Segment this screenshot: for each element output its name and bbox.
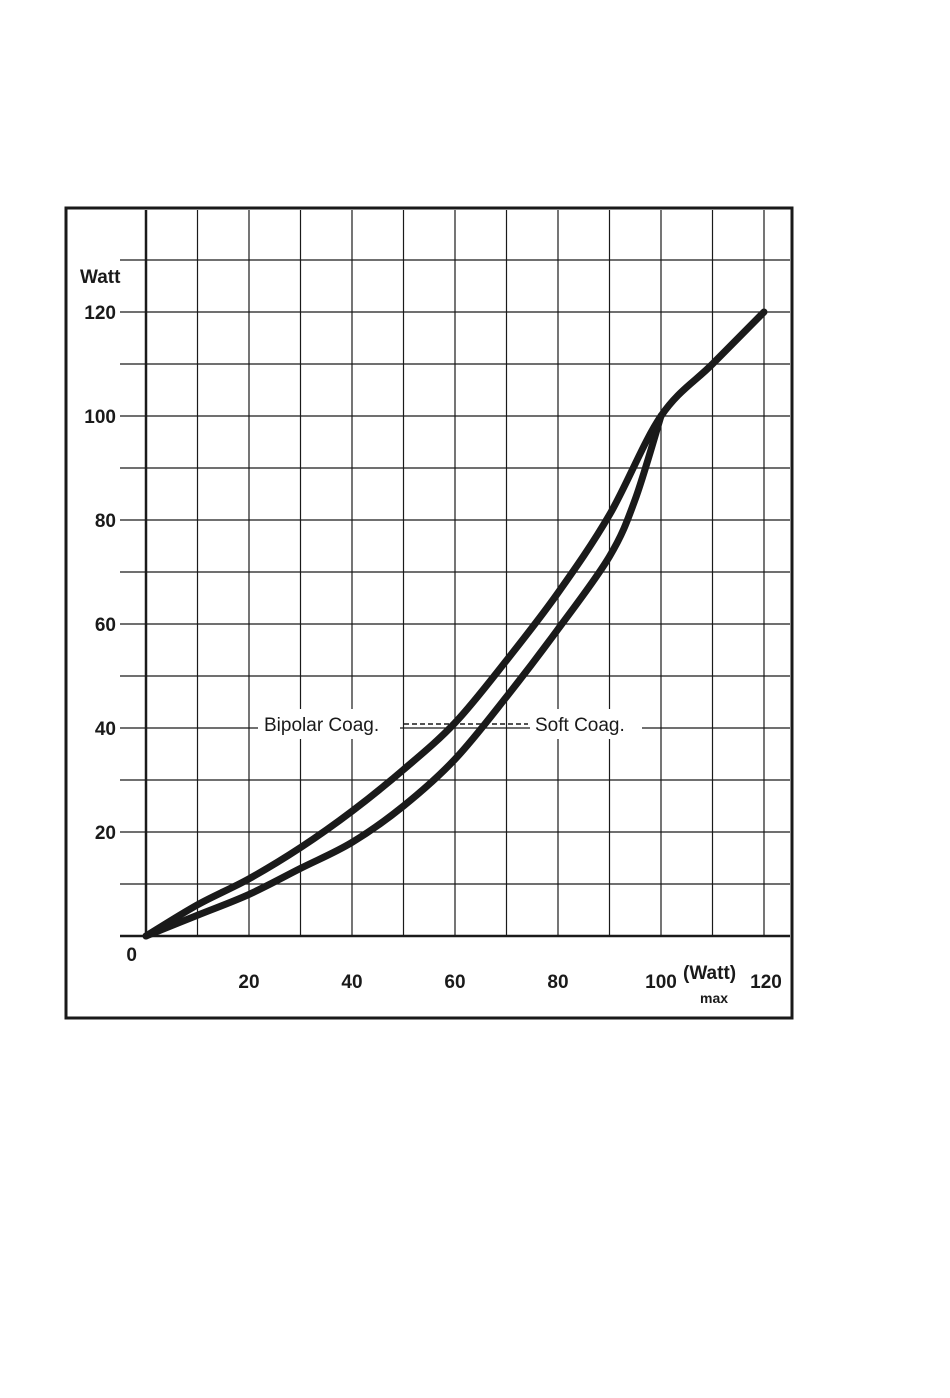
y-tick-label: 0 xyxy=(126,945,137,966)
x-axis-title: (Watt) xyxy=(683,963,736,984)
series xyxy=(142,308,768,940)
series-label-bipolar: Bipolar Coag. xyxy=(264,715,379,736)
y-tick-label: 120 xyxy=(84,303,116,324)
x-tick-label: 120 xyxy=(750,972,782,993)
label-bg-soft xyxy=(530,709,642,739)
series-labels: Bipolar Coag. Soft Coag. xyxy=(258,709,642,739)
series-label-soft: Soft Coag. xyxy=(535,715,625,736)
x-axis-subtitle: max xyxy=(700,990,728,1006)
y-tick-label: 40 xyxy=(95,719,116,740)
x-tick-label: 40 xyxy=(341,972,362,993)
label-bg-bipolar xyxy=(258,709,400,739)
y-tick-label: 80 xyxy=(95,511,116,532)
grid xyxy=(120,210,790,938)
y-tick-label: 60 xyxy=(95,615,116,636)
x-tick-label: 60 xyxy=(444,972,465,993)
y-tick-label: 20 xyxy=(95,823,116,844)
y-tick-label: 100 xyxy=(84,407,116,428)
x-tick-label: 100 xyxy=(645,972,677,993)
series-line-soft xyxy=(142,412,665,940)
y-axis-ticks: 0 20 40 60 80 100 120 xyxy=(84,303,137,966)
y-axis-title: Watt xyxy=(80,267,121,288)
x-tick-label: 20 xyxy=(238,972,259,993)
x-tick-label: 80 xyxy=(547,972,568,993)
x-axis-ticks: 20 40 60 80 100 120 xyxy=(238,972,781,993)
chart-frame xyxy=(64,206,794,1020)
